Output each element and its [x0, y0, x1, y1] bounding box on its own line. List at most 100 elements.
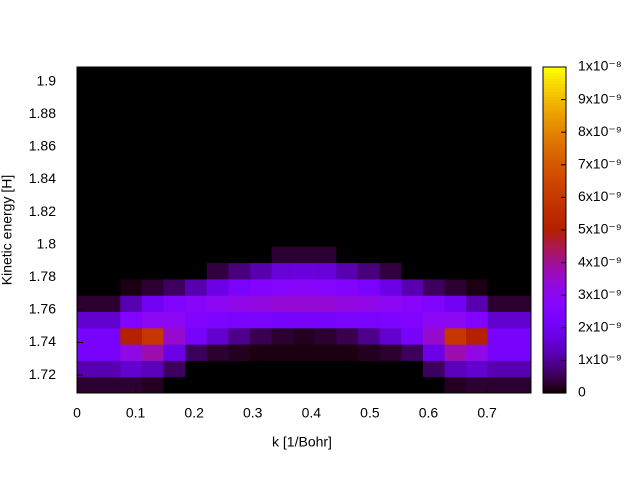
heatmap-cell [206, 213, 229, 231]
heatmap-cell [422, 376, 446, 394]
heatmap-cell [120, 213, 143, 231]
heatmap-cell [141, 246, 164, 264]
colorbar-segment [543, 216, 566, 220]
heatmap-cell [444, 311, 467, 329]
heatmap-cell [249, 230, 273, 247]
heatmap-cell [401, 181, 424, 198]
heatmap-cell [185, 99, 208, 117]
heatmap-cell [249, 213, 273, 231]
colorbar-segment [543, 319, 566, 323]
heatmap-cell [120, 311, 143, 329]
heatmap-cell [487, 115, 510, 133]
heatmap-cell [509, 230, 532, 247]
heatmap-cell [249, 295, 273, 312]
heatmap-cell [358, 262, 381, 280]
heatmap-cell [163, 376, 186, 394]
heatmap-cell [314, 344, 337, 361]
heatmap-cell [185, 83, 208, 101]
colorbar-segment [543, 118, 566, 122]
heatmap-cell [293, 67, 316, 84]
heatmap-cell [509, 262, 532, 280]
heatmap-cell [141, 67, 164, 84]
heatmap-cell [163, 132, 186, 149]
heatmap-cell [422, 360, 446, 378]
heatmap-cell [206, 311, 229, 329]
heatmap-cell [120, 344, 143, 361]
heatmap-cell [249, 344, 273, 361]
colorbar-segment [543, 346, 566, 351]
heatmap-cell [401, 132, 424, 149]
heatmap-cell [228, 67, 251, 84]
colorbar-segment [543, 197, 566, 201]
heatmap-cell [163, 230, 186, 247]
heatmap-cell [141, 278, 164, 296]
colorbar-segment [543, 186, 566, 190]
heatmap-cell [314, 148, 337, 166]
colorbar-segment [543, 96, 566, 101]
colorbar-segment [543, 338, 566, 342]
colorbar-segment [543, 183, 566, 188]
heatmap-cell [358, 164, 381, 182]
colorbar-segment [543, 115, 566, 120]
heatmap-cell [379, 132, 402, 149]
heatmap-cell [466, 181, 489, 198]
heatmap-cell [120, 360, 143, 378]
heatmap-cell [271, 115, 294, 133]
heatmap-cell [509, 148, 532, 166]
colorbar-segment [543, 249, 566, 253]
heatmap-cell [487, 213, 510, 231]
heatmap-cell [422, 311, 446, 329]
colorbar-segment [543, 287, 566, 291]
colorbar-segment [543, 276, 566, 280]
heatmap-cell [487, 67, 510, 84]
colorbar-segment [543, 311, 566, 315]
heatmap-cell [185, 213, 208, 231]
heatmap-cell [401, 164, 424, 182]
colorbar-segment [543, 80, 566, 84]
colorbar-segment [543, 262, 566, 266]
heatmap-cell [228, 83, 251, 101]
heatmap-cell [466, 99, 489, 117]
colorbar-segment [543, 246, 566, 250]
heatmap-cell [228, 360, 251, 378]
colorbar-segment [543, 243, 566, 247]
heatmap-cell [271, 295, 294, 312]
heatmap-cell [249, 67, 273, 84]
plot-border [76, 66, 532, 394]
heatmap-cell [444, 181, 467, 198]
heatmap-cell [228, 327, 251, 345]
colorbar-segment [543, 69, 566, 74]
colorbar-tick-label: 5x10⁻⁹ [578, 221, 622, 237]
heatmap-cell [228, 376, 251, 394]
colorbar-segment [543, 308, 566, 313]
heatmap-cell [379, 246, 402, 264]
heatmap-cell [271, 376, 294, 394]
heatmap-cell [487, 132, 510, 149]
heatmap-cell [487, 344, 510, 361]
heatmap-cell [336, 278, 359, 296]
heatmap-cell [77, 197, 100, 215]
heatmap-cell [487, 83, 510, 101]
heatmap-cell [271, 67, 294, 84]
heatmap-cell [120, 246, 143, 264]
colorbar-segment [543, 224, 566, 228]
heatmap-cell [185, 278, 208, 296]
heatmap-cell [422, 344, 446, 361]
heatmap-cell [422, 164, 446, 182]
heatmap-cell [120, 83, 143, 101]
colorbar-tick-label: 6x10⁻⁹ [578, 188, 622, 204]
heatmap-cell [77, 262, 100, 280]
heatmap-cell [98, 246, 121, 264]
heatmap-cell [228, 99, 251, 117]
heatmap-cell [487, 164, 510, 182]
heatmap-cell [422, 132, 446, 149]
heatmap-cell [379, 295, 402, 312]
heatmap-cell [293, 197, 316, 215]
heatmap-cell [444, 278, 467, 296]
heatmap-cell [358, 311, 381, 329]
colorbar-segment [543, 368, 566, 372]
colorbar-segment [543, 297, 566, 302]
heatmap-cell [185, 246, 208, 264]
colorbar-segment [543, 172, 566, 177]
heatmap-cell [185, 181, 208, 198]
